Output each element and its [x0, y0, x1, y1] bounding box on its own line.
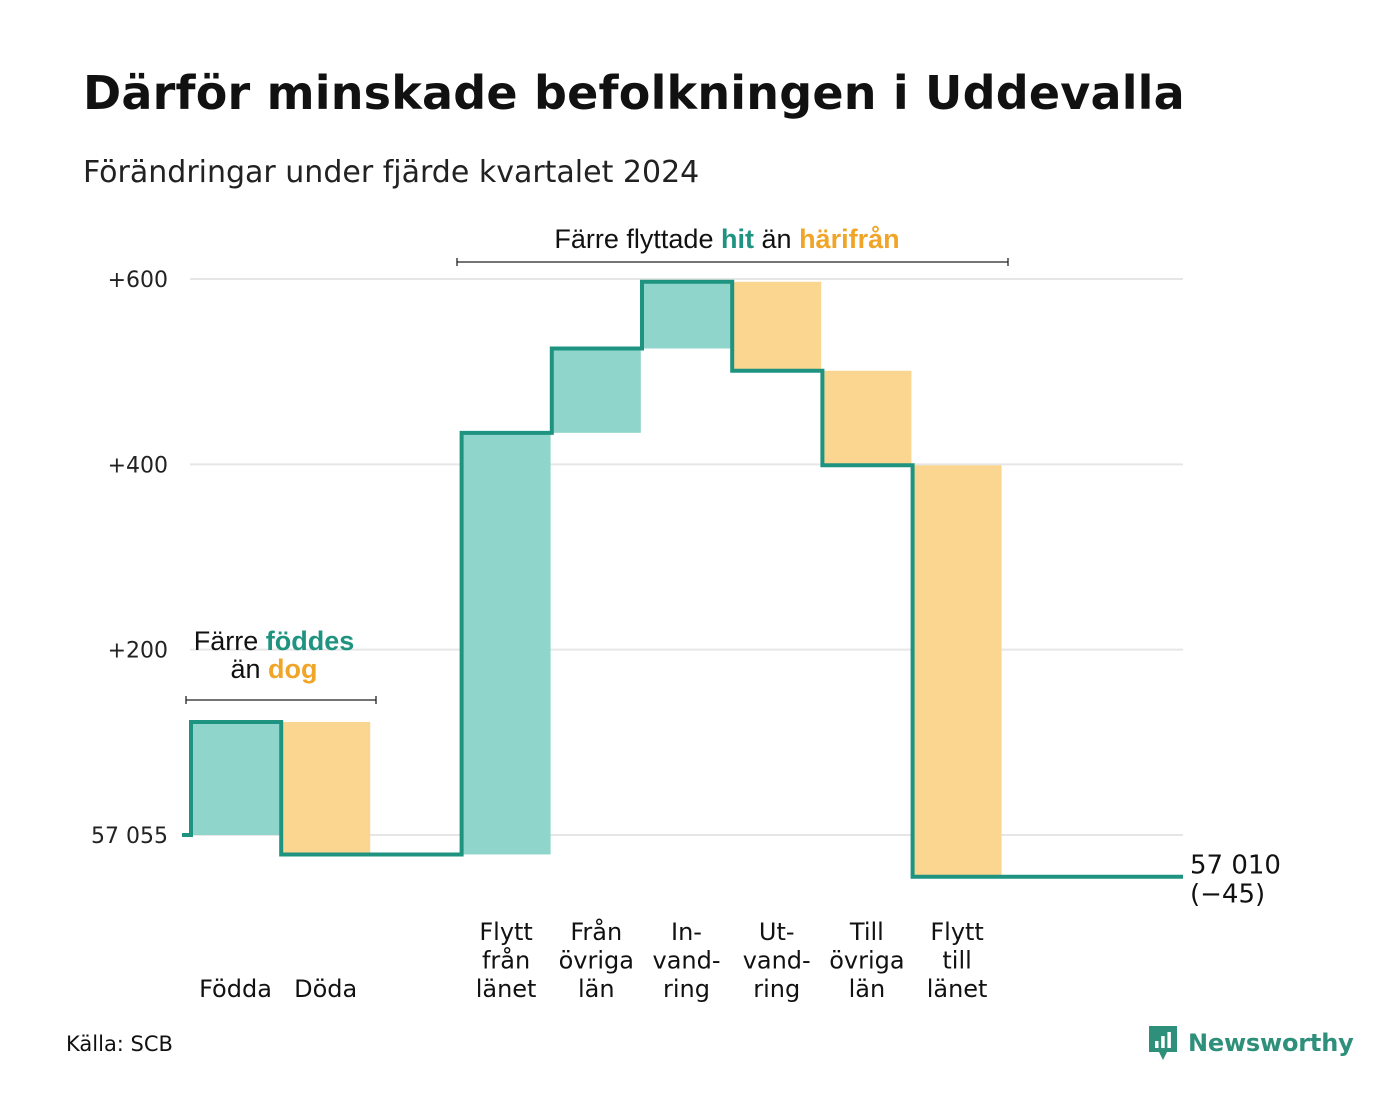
x-category-label: övriga [559, 947, 634, 975]
annotation-moves: Färre flyttade hit än härifrån [456, 224, 1009, 266]
bar-decrease [822, 370, 912, 466]
x-category-label: ring [663, 975, 710, 1003]
x-category-label: övriga [829, 947, 904, 975]
bar-decrease [732, 281, 822, 371]
chart-title: Därför minskade befolkningen i Uddevalla [83, 66, 1185, 120]
end-value-label: 57 010 [1190, 851, 1281, 881]
logo-text: Newsworthy [1188, 1029, 1354, 1057]
x-category-label: Till [849, 918, 884, 946]
x-category-label: vand- [743, 947, 811, 975]
y-axis-ticks: 57 055 +200 +400 +600 [91, 268, 168, 849]
bar-increase [191, 721, 280, 835]
end-change-label: (−45) [1190, 880, 1265, 910]
bar-increase [551, 348, 641, 433]
x-category-label: Flytt [479, 918, 533, 946]
x-category-label: till [942, 947, 971, 975]
x-category-label: vand- [652, 947, 720, 975]
x-category-label: ring [753, 975, 800, 1003]
x-category-label: län [849, 975, 886, 1003]
x-axis-labels: Födda DödaFlyttfrånlänetFrånövrigalänIn-v… [199, 917, 987, 1003]
annotation-births-line2: än dog [230, 654, 317, 684]
cumulative-line [182, 279, 1183, 879]
bar-decrease [912, 465, 1002, 877]
bar-increase [461, 432, 551, 855]
x-category-label: länet [476, 975, 537, 1003]
x-category-label: In- [671, 918, 702, 946]
y-tick-label: +400 [108, 453, 168, 478]
x-category-label: län [578, 975, 615, 1003]
x-category-label: Flytt [930, 918, 984, 946]
cumulative-step-line [182, 279, 1183, 879]
newsworthy-logo-icon [1149, 1026, 1177, 1060]
x-category-label: länet [927, 975, 988, 1003]
annotation-moves-text: Färre flyttade hit än härifrån [554, 224, 899, 254]
x-category-label: Döda [294, 975, 357, 1003]
newsworthy-logo: Newsworthy [1147, 1024, 1354, 1062]
x-category-label: Födda [199, 975, 272, 1003]
y-tick-label: 57 055 [91, 824, 168, 849]
end-label-group: 57 010(−45) [1190, 851, 1281, 910]
bar-decrease [281, 721, 371, 855]
x-category-label: Från [570, 917, 622, 946]
x-category-label: från [482, 946, 530, 975]
annotation-births: Färre föddes än dog [185, 626, 377, 704]
y-tick-label: +600 [108, 268, 168, 293]
x-category-label: Ut- [759, 918, 795, 946]
annotation-births-line1: Färre föddes [194, 626, 355, 656]
chart-subtitle: Förändringar under fjärde kvartalet 2024 [83, 155, 700, 190]
bar-increase [642, 281, 731, 349]
bars [191, 281, 1002, 877]
source-note: Källa: SCB [66, 1032, 173, 1056]
y-tick-label: +200 [108, 639, 168, 664]
